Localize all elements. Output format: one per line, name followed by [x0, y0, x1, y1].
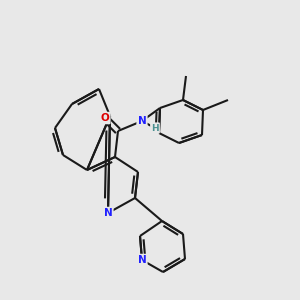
- Text: N: N: [138, 255, 146, 265]
- Text: H: H: [151, 124, 159, 133]
- Text: N: N: [103, 208, 112, 218]
- Text: O: O: [100, 113, 109, 123]
- Text: N: N: [138, 116, 146, 126]
